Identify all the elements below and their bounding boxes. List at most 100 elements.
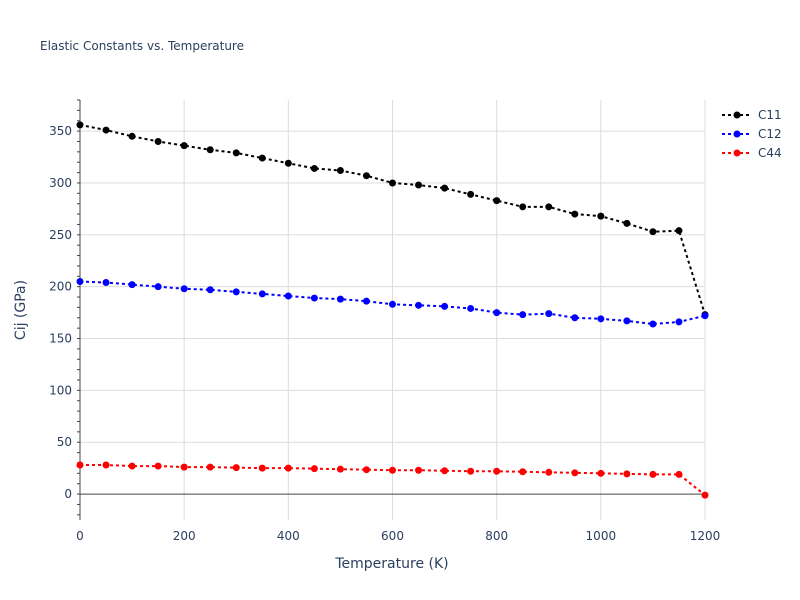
data-point-c11[interactable] (128, 132, 136, 140)
x-tick-label: 1200 (690, 529, 721, 543)
data-point-c12[interactable] (102, 279, 110, 287)
data-point-c44[interactable] (701, 491, 709, 499)
data-point-c12[interactable] (128, 281, 136, 289)
data-point-c44[interactable] (362, 466, 370, 474)
x-tick-label: 600 (381, 529, 404, 543)
legend-label: C11 (758, 108, 782, 122)
x-axis-title: Temperature (K) (334, 556, 448, 572)
data-point-c11[interactable] (102, 126, 110, 134)
data-point-c11[interactable] (571, 210, 579, 218)
data-point-c12[interactable] (362, 297, 370, 305)
data-point-c12[interactable] (206, 286, 214, 294)
data-point-c11[interactable] (284, 159, 292, 167)
legend-swatch-marker (733, 149, 741, 157)
data-point-c12[interactable] (415, 301, 423, 309)
y-tick-label: 150 (49, 332, 72, 346)
data-point-c44[interactable] (336, 465, 344, 473)
data-point-c11[interactable] (258, 154, 266, 162)
data-point-c12[interactable] (310, 294, 318, 302)
data-point-c44[interactable] (258, 464, 266, 472)
data-point-c11[interactable] (415, 181, 423, 189)
data-point-c44[interactable] (545, 468, 553, 476)
data-point-c11[interactable] (232, 149, 240, 157)
data-point-c11[interactable] (623, 219, 631, 227)
x-tick-label: 200 (173, 529, 196, 543)
data-point-c44[interactable] (493, 467, 501, 475)
data-point-c12[interactable] (180, 285, 188, 293)
legend-swatch-marker (733, 130, 741, 138)
data-point-c44[interactable] (519, 468, 527, 476)
data-point-c12[interactable] (597, 315, 605, 323)
data-point-c12[interactable] (258, 290, 266, 298)
plot-area (76, 121, 709, 499)
data-point-c11[interactable] (76, 121, 84, 129)
data-point-c11[interactable] (310, 164, 318, 172)
data-point-c12[interactable] (623, 317, 631, 325)
data-point-c12[interactable] (76, 277, 84, 285)
data-point-c11[interactable] (206, 146, 214, 154)
data-point-c11[interactable] (336, 167, 344, 175)
legend-swatch-marker (733, 111, 741, 119)
data-point-c44[interactable] (649, 470, 657, 478)
data-point-c44[interactable] (102, 461, 110, 469)
data-point-c12[interactable] (284, 292, 292, 300)
legend-item-c12[interactable]: C12 (722, 127, 782, 141)
data-point-c12[interactable] (649, 320, 657, 328)
data-point-c44[interactable] (284, 464, 292, 472)
y-tick-label: 300 (49, 176, 72, 190)
data-point-c44[interactable] (206, 463, 214, 471)
axes: 0 200 400 600 800 1000 1200 0 50 100 150 200 250 300 3… (49, 99, 721, 543)
data-point-c44[interactable] (467, 467, 475, 475)
data-point-c12[interactable] (467, 304, 475, 312)
data-point-c11[interactable] (362, 172, 370, 180)
data-point-c44[interactable] (232, 464, 240, 472)
data-point-c11[interactable] (467, 190, 475, 198)
data-point-c44[interactable] (597, 469, 605, 477)
data-point-c11[interactable] (180, 142, 188, 150)
legend-item-c44[interactable]: C44 (722, 146, 782, 160)
data-point-c11[interactable] (519, 203, 527, 211)
data-point-c44[interactable] (441, 467, 449, 475)
data-point-c44[interactable] (675, 470, 683, 478)
x-tick-label: 0 (76, 529, 84, 543)
data-point-c12[interactable] (519, 311, 527, 319)
data-point-c11[interactable] (597, 212, 605, 220)
data-point-c12[interactable] (701, 312, 709, 320)
data-point-c12[interactable] (336, 295, 344, 303)
data-point-c44[interactable] (128, 462, 136, 470)
data-point-c44[interactable] (76, 461, 84, 469)
y-tick-label: 200 (49, 280, 72, 294)
data-point-c11[interactable] (441, 184, 449, 192)
grid (79, 100, 706, 520)
data-point-c11[interactable] (154, 137, 162, 145)
data-point-c12[interactable] (493, 309, 501, 317)
x-tick-label: 800 (485, 529, 508, 543)
legend-item-c11[interactable]: C11 (722, 108, 782, 122)
data-point-c12[interactable] (571, 314, 579, 322)
data-point-c44[interactable] (389, 466, 396, 474)
data-point-c44[interactable] (154, 462, 162, 470)
data-point-c11[interactable] (649, 228, 657, 236)
x-tick-label: 400 (277, 529, 300, 543)
data-point-c44[interactable] (310, 465, 318, 473)
data-point-c12[interactable] (545, 310, 553, 318)
data-point-c44[interactable] (571, 469, 579, 477)
data-point-c11[interactable] (389, 179, 396, 187)
data-point-c12[interactable] (441, 302, 449, 310)
data-point-c44[interactable] (180, 463, 188, 471)
data-point-c12[interactable] (389, 300, 396, 308)
data-point-c12[interactable] (232, 288, 240, 296)
data-point-c44[interactable] (623, 470, 631, 478)
data-point-c11[interactable] (493, 197, 501, 205)
data-point-c44[interactable] (415, 466, 423, 474)
y-tick-label: 100 (49, 383, 72, 397)
data-point-c11[interactable] (675, 227, 683, 235)
legend-label: C44 (758, 146, 782, 160)
y-tick-label: 250 (49, 228, 72, 242)
y-tick-label: 0 (64, 487, 72, 501)
data-point-c11[interactable] (545, 203, 553, 211)
legend: C11 C12 C44 (722, 108, 782, 160)
data-point-c12[interactable] (675, 318, 683, 326)
data-point-c12[interactable] (154, 283, 162, 291)
